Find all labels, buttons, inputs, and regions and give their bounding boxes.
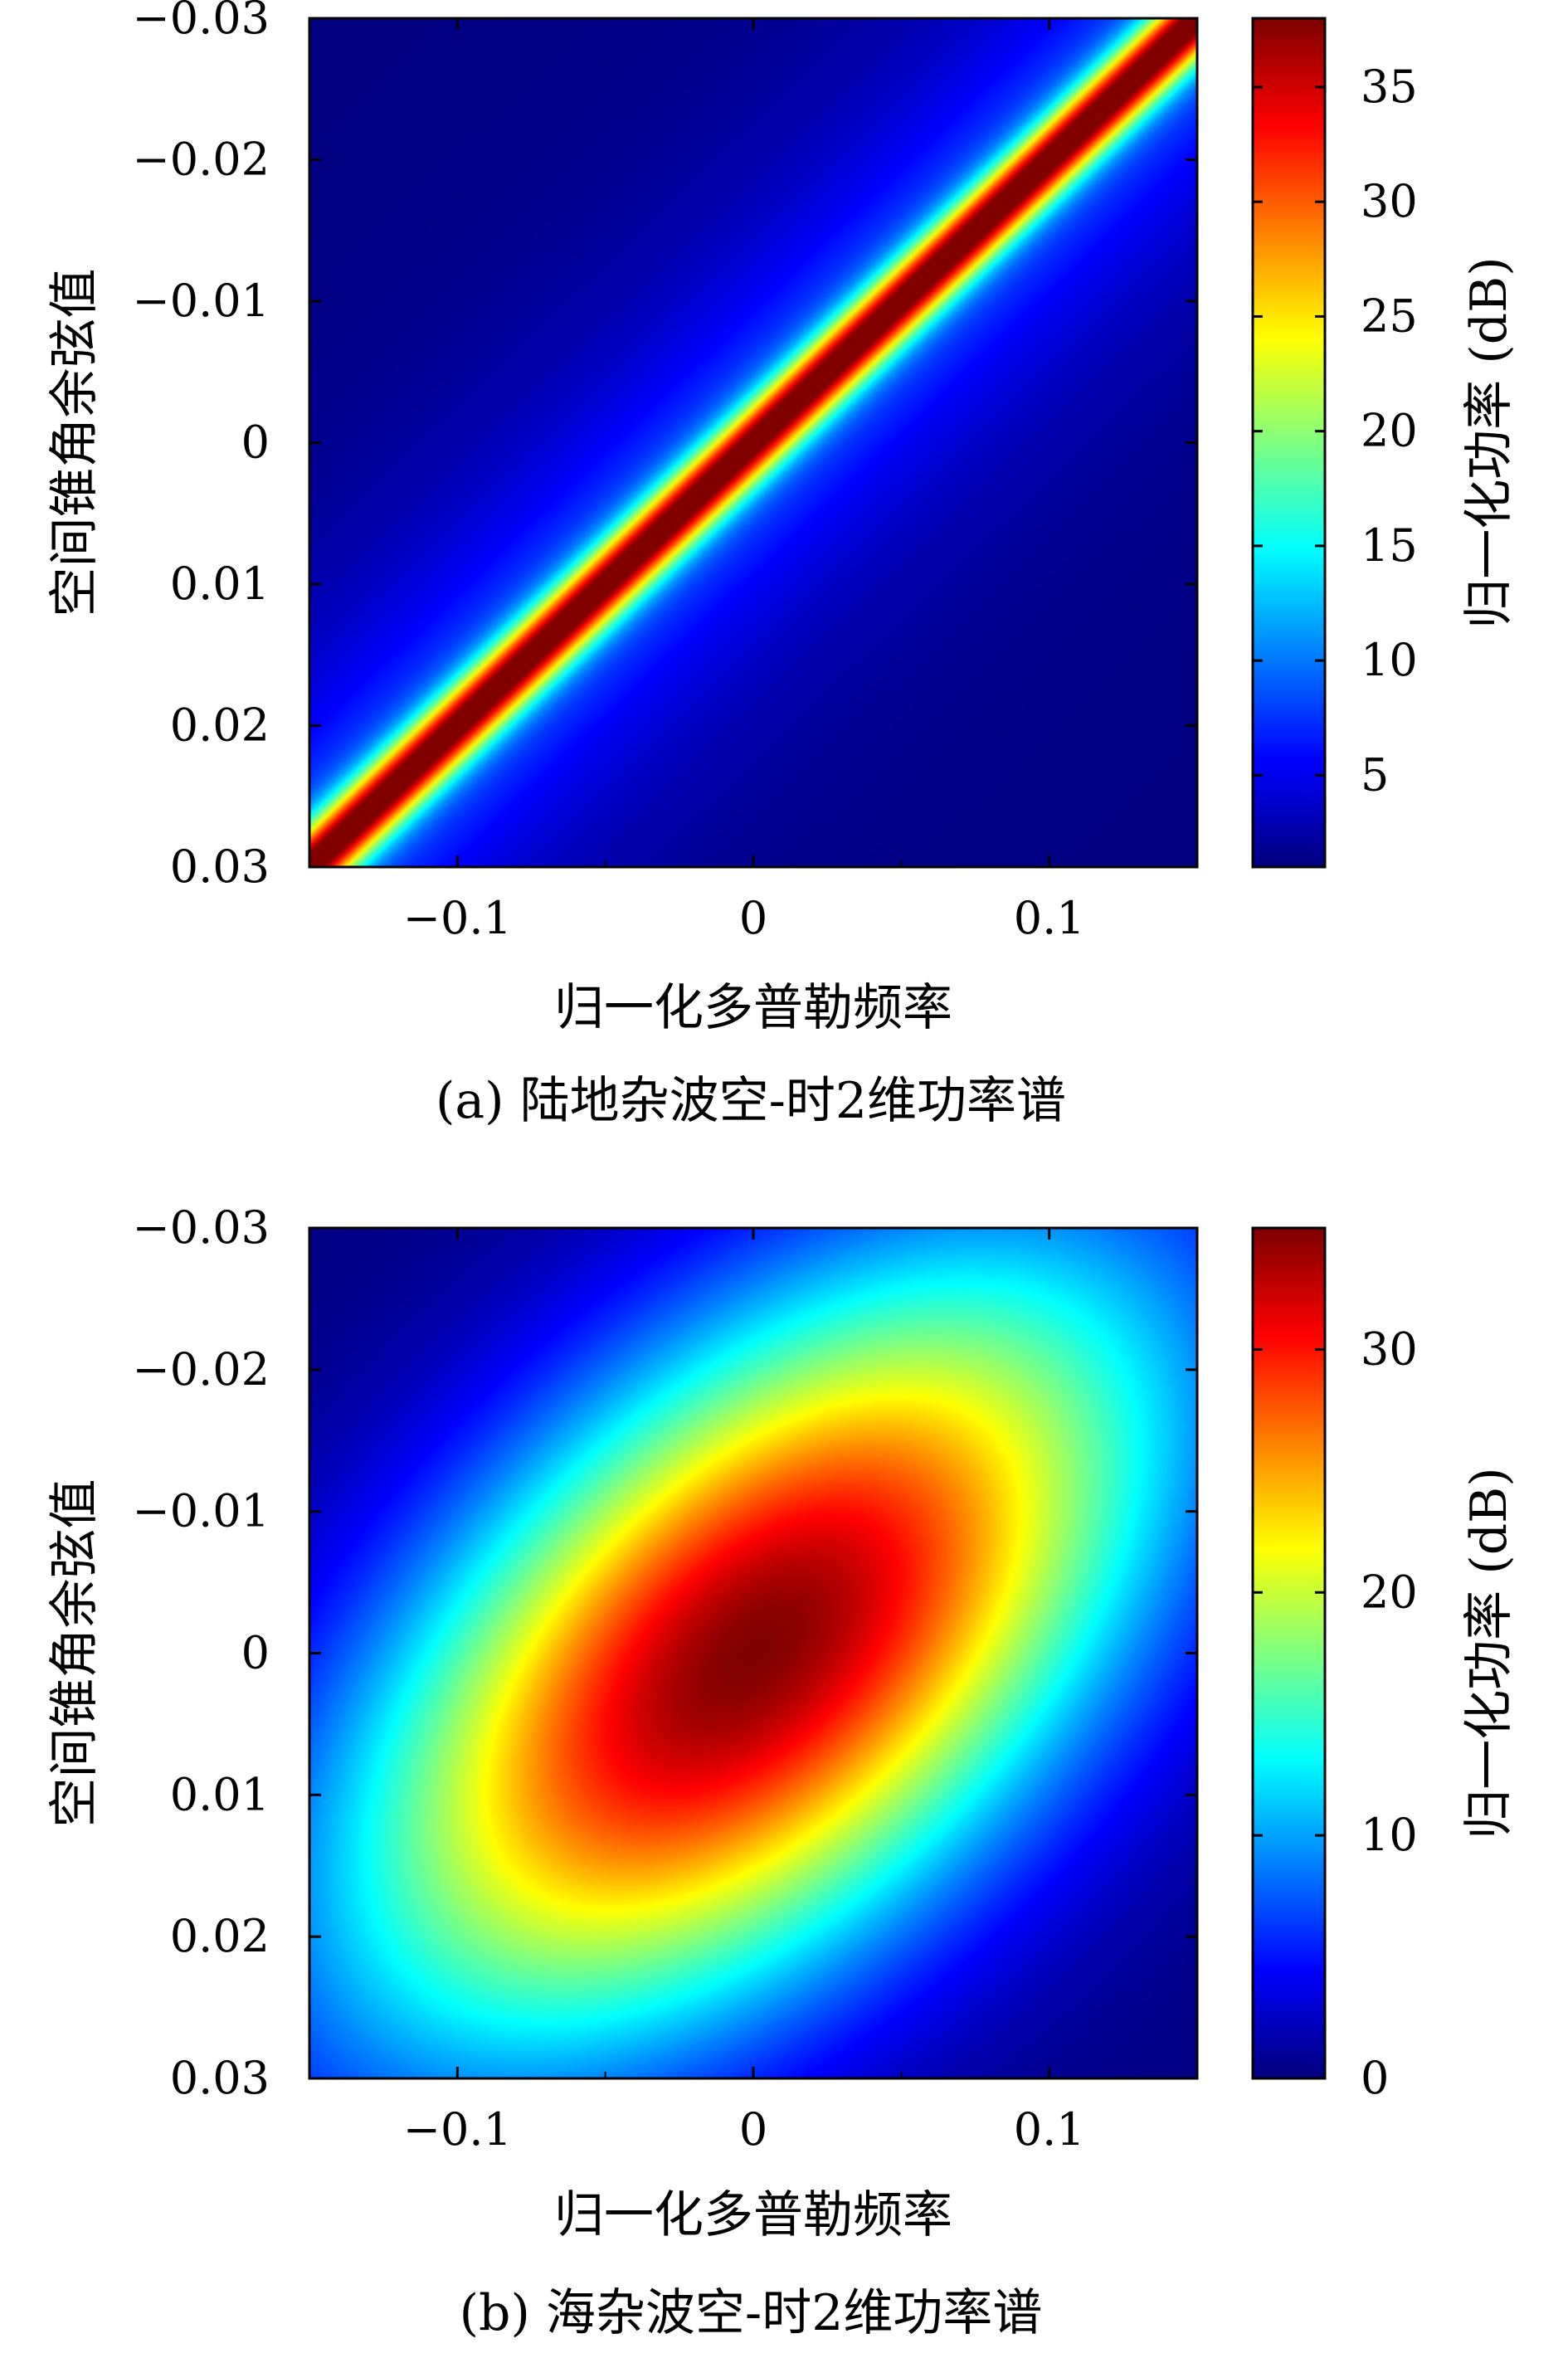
colorbar-tick-label-land: 15 xyxy=(1361,519,1418,572)
y-tick-label-sea: −0.02 xyxy=(133,1343,270,1396)
y-tick-label-sea: 0.03 xyxy=(170,2052,270,2104)
colorbar-tick-label-sea: 0 xyxy=(1361,2052,1389,2104)
y-tick-label-sea: −0.01 xyxy=(133,1485,270,1537)
y-tick-label-sea: 0.01 xyxy=(170,1768,270,1820)
y-tick-label-land: −0.01 xyxy=(133,275,270,327)
heatmap-image-sea xyxy=(309,1228,1197,2078)
x-axis-title-land: 归一化多普勒频率 xyxy=(554,979,952,1037)
y-axis-title-sea: 空间锥角余弦值 xyxy=(46,1479,104,1828)
colorbar-sea xyxy=(1253,1228,1325,2078)
y-tick-label-land: 0 xyxy=(241,417,270,469)
colorbar-tick-label-land: 25 xyxy=(1361,290,1418,342)
y-tick-label-sea: −0.03 xyxy=(133,1201,270,1254)
x-axis-title-sea: 归一化多普勒频率 xyxy=(554,2186,952,2244)
x-tick-label-land: 0.1 xyxy=(1014,892,1085,944)
y-axis-title-land: 空间锥角余弦值 xyxy=(46,269,104,617)
x-tick-label-land: 0 xyxy=(739,892,767,944)
colorbar-tick-label-land: 5 xyxy=(1361,748,1389,801)
y-tick-label-sea: 0 xyxy=(241,1627,270,1679)
x-tick-label-sea: 0 xyxy=(739,2103,767,2156)
colorbar-tick-label-sea: 30 xyxy=(1361,1323,1418,1375)
colorbar-land xyxy=(1253,18,1325,867)
y-tick-label-land: −0.03 xyxy=(133,0,270,44)
colorbar-tick-label-sea: 20 xyxy=(1361,1566,1418,1618)
x-tick-label-sea: −0.1 xyxy=(403,2103,512,2156)
colorbar-title-sea: 归一化功率 (dB) xyxy=(1460,1467,1518,1839)
x-tick-label-sea: 0.1 xyxy=(1014,2103,1085,2156)
colorbar-tick-label-land: 35 xyxy=(1361,61,1418,113)
colorbar-tick-label-sea: 10 xyxy=(1361,1809,1418,1861)
colorbar-frame-sea xyxy=(1251,1226,1327,2080)
y-tick-label-land: 0.03 xyxy=(170,840,270,893)
y-tick-label-land: −0.02 xyxy=(133,134,270,186)
caption-land: (a) 陆地杂波空-时2维功率谱 xyxy=(436,1072,1066,1130)
y-tick-label-sea: 0.02 xyxy=(170,1910,270,1962)
y-tick-label-land: 0.01 xyxy=(170,558,270,610)
caption-sea: (b) 海杂波空-时2维功率谱 xyxy=(460,2284,1043,2342)
heatmap-image-land xyxy=(309,18,1197,867)
colorbar-tick-label-land: 20 xyxy=(1361,405,1418,457)
y-tick-label-land: 0.02 xyxy=(170,699,270,752)
colorbar-frame-land xyxy=(1251,17,1327,869)
colorbar-tick-label-land: 10 xyxy=(1361,634,1418,686)
colorbar-title-land: 归一化功率 (dB) xyxy=(1460,256,1518,628)
x-tick-label-land: −0.1 xyxy=(403,892,512,944)
colorbar-tick-label-land: 30 xyxy=(1361,175,1418,227)
